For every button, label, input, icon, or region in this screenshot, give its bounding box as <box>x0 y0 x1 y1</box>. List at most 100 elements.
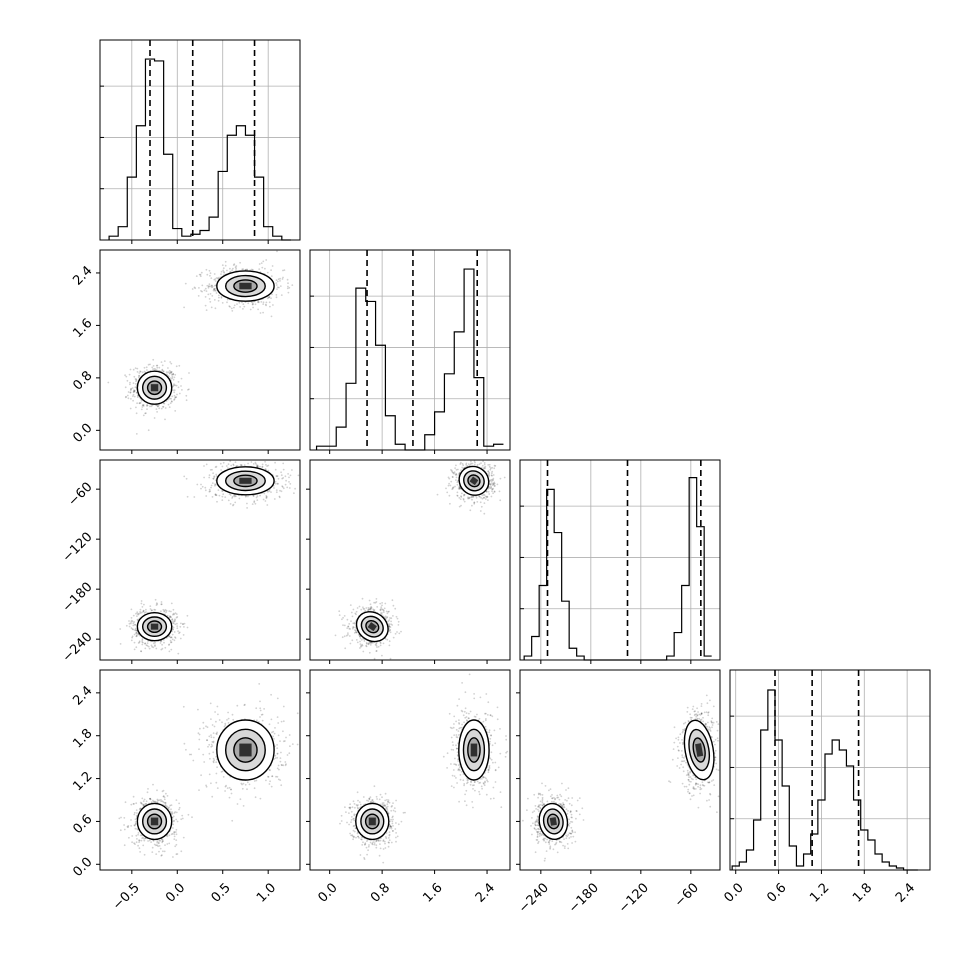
scatter-point <box>462 498 465 501</box>
scatter-point <box>154 641 157 644</box>
scatter-point <box>389 617 391 619</box>
scatter-point <box>275 475 278 477</box>
scatter-point <box>209 490 212 493</box>
scatter-point <box>279 285 282 287</box>
histogram-step <box>108 58 291 241</box>
contour-mid <box>224 274 266 298</box>
scatter-point <box>140 839 143 842</box>
scatter-point <box>163 360 166 362</box>
scatter-point <box>447 484 450 487</box>
scatter-point <box>169 361 172 363</box>
scatter-point <box>177 381 180 383</box>
scatter-point <box>264 303 267 306</box>
scatter-point <box>281 477 284 480</box>
scatter-point <box>152 358 155 361</box>
scatter-point <box>174 618 176 621</box>
scatter-point <box>163 796 166 799</box>
scatter-point <box>470 460 472 463</box>
scatter-point <box>475 496 478 499</box>
scatter-point <box>172 612 175 615</box>
scatter-point <box>133 811 136 814</box>
scatter-point <box>143 366 146 369</box>
scatter-point <box>223 271 226 274</box>
scatter-point <box>141 606 144 608</box>
scatter-point <box>157 404 160 407</box>
scatter-point <box>282 720 285 723</box>
scatter-point <box>262 301 265 304</box>
scatter-point <box>170 641 173 644</box>
scatter-point <box>171 400 173 403</box>
scatter-point <box>128 373 131 376</box>
scatter-point <box>132 395 134 397</box>
panels-layer: 0.00.81.62.4−240−180−120−600.00.61.21.82… <box>60 39 931 916</box>
scatter-point <box>281 486 284 488</box>
scatter-point <box>351 615 354 618</box>
scatter-point <box>174 384 177 387</box>
scatter-point <box>136 371 139 373</box>
scatter-point <box>141 837 144 839</box>
scatter-point <box>181 389 183 391</box>
scatter-point <box>134 367 137 369</box>
scatter-point <box>259 465 261 468</box>
density-peak <box>150 623 159 630</box>
scatter-point <box>279 740 281 742</box>
scatter-point <box>160 610 162 613</box>
scatter-point <box>131 636 134 639</box>
scatter-point <box>180 622 182 625</box>
scatter-point <box>253 500 256 503</box>
scatter-point <box>150 841 153 843</box>
scatter-point <box>229 267 231 270</box>
scatter-point <box>460 461 462 464</box>
scatter-point <box>160 798 162 801</box>
scatter-point <box>341 618 343 621</box>
scatter-point <box>487 470 490 472</box>
scatter-point <box>125 395 127 398</box>
scatter-point <box>148 839 151 842</box>
scatter-point <box>492 474 495 476</box>
scatter-point <box>220 297 223 299</box>
scatter-point <box>174 396 177 399</box>
scatter-point <box>220 270 223 273</box>
scatter-point <box>134 827 137 830</box>
scatter-point <box>252 303 254 306</box>
scatter-point <box>359 637 362 640</box>
scatter-point <box>396 631 398 633</box>
scatter-point <box>176 616 179 618</box>
scatter-point <box>153 417 156 419</box>
scatter-point <box>168 644 170 646</box>
scatter-point <box>152 646 155 649</box>
scatter-point <box>264 468 267 471</box>
scatter-point <box>149 405 151 408</box>
scatter-point <box>224 722 227 725</box>
scatter-point <box>164 802 167 804</box>
scatter-point <box>174 623 177 626</box>
scatter-point <box>400 630 402 633</box>
scatter-point <box>221 465 224 468</box>
scatter-point <box>264 500 267 502</box>
scatter-point <box>255 496 258 499</box>
scatter-point <box>146 644 149 647</box>
scatter-point <box>492 492 494 495</box>
scatter-point <box>157 405 159 408</box>
scatter-point <box>171 832 174 835</box>
scatter-point <box>124 374 126 377</box>
scatter-point <box>181 817 184 820</box>
scatter-point <box>143 370 146 373</box>
scatter-point <box>250 461 253 463</box>
scatter-point <box>390 623 392 626</box>
scatter-point <box>496 483 499 486</box>
panel-2-2 <box>519 459 721 664</box>
contour-outer <box>216 270 275 302</box>
scatter-point <box>394 607 397 610</box>
scatter-point <box>218 276 221 279</box>
scatter-point <box>239 464 242 466</box>
scatter-point <box>383 607 386 610</box>
scatter-point <box>170 636 173 639</box>
scatter-point <box>173 398 176 400</box>
scatter-point <box>141 406 144 408</box>
scatter-point <box>185 394 188 397</box>
scatter-point <box>130 819 132 821</box>
scatter-point <box>446 491 449 494</box>
scatter-point <box>265 496 268 499</box>
scatter-point <box>240 464 243 467</box>
